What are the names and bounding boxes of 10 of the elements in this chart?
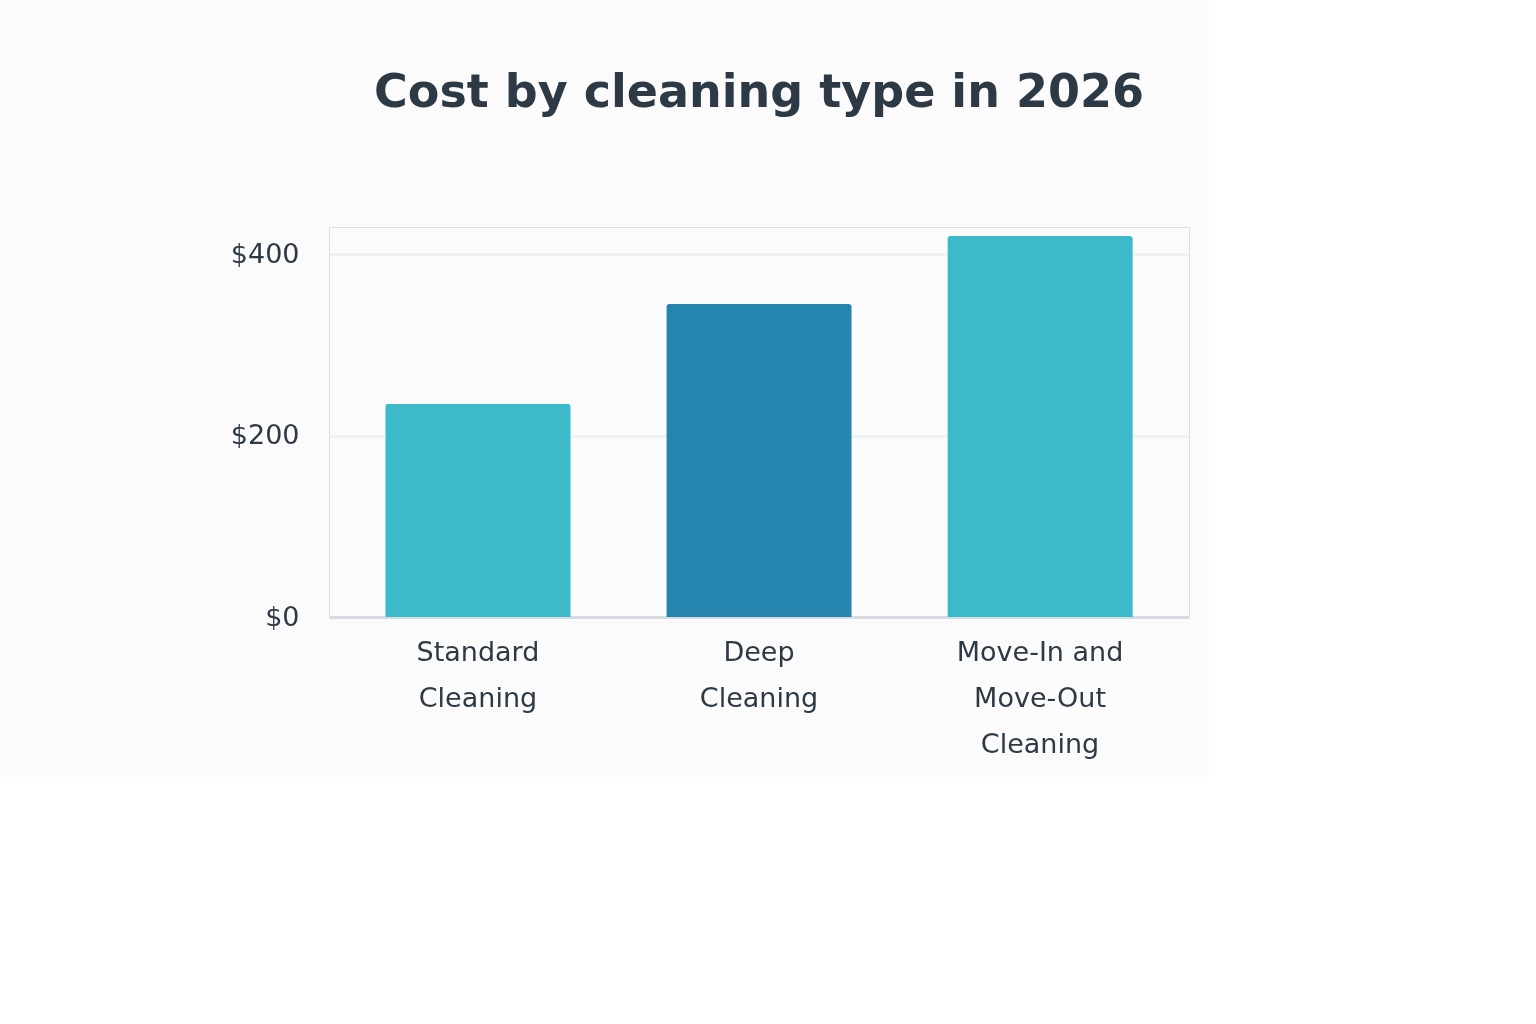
x-tick-label: Standard Cleaning bbox=[416, 635, 540, 713]
bar bbox=[947, 236, 1133, 617]
x-tick-label: Deep Cleaning bbox=[699, 635, 819, 713]
bar bbox=[666, 304, 852, 617]
x-tick-label: Move-In and Move-Out Cleaning bbox=[956, 635, 1124, 759]
y-tick-label: $0 bbox=[265, 600, 300, 632]
bar bbox=[385, 403, 571, 617]
y-tick-label: $400 bbox=[230, 237, 300, 269]
chart-title: Cost by cleaning type in 2026 bbox=[374, 64, 1144, 118]
y-tick-label: $200 bbox=[230, 419, 300, 451]
